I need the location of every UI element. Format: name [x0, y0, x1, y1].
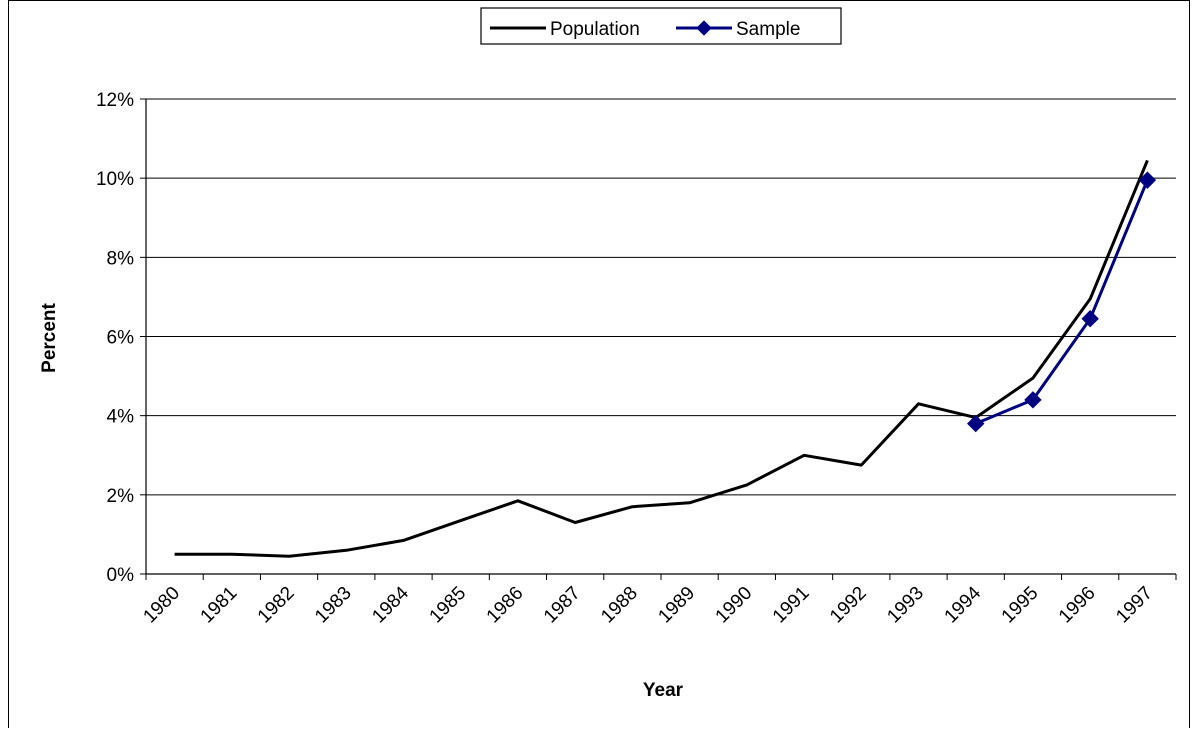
data-point-marker [967, 414, 985, 433]
x-axis-title: Year [643, 680, 684, 701]
x-tick-label: 1985 [426, 583, 471, 628]
x-tick-label: 1987 [540, 583, 585, 628]
legend-marker [696, 20, 712, 36]
x-tick-label: 1991 [769, 583, 814, 628]
chart-frame [8, 0, 1190, 728]
legend-label: Population [550, 19, 640, 40]
x-tick-label: 1980 [139, 583, 184, 628]
x-tick-label: 1983 [311, 583, 356, 628]
y-tick-label: 10% [96, 169, 134, 190]
y-tick-label: 8% [107, 248, 135, 269]
x-tick-label: 1994 [941, 582, 986, 627]
x-tick-label: 1989 [654, 583, 699, 628]
x-tick-label: 1988 [597, 583, 642, 628]
x-tick-label: 1981 [197, 583, 242, 628]
x-tick-label: 1997 [1112, 583, 1157, 628]
series-sample [967, 171, 1157, 433]
legend-label: Sample [736, 19, 800, 40]
series-line-population [174, 159, 1149, 558]
data-point-marker [1081, 309, 1099, 328]
tick-labels: 0% 2% 4% 6% 8% 10% 12% 1980 1981 1982 1983 1984 1985… [96, 90, 1157, 627]
x-tick-label: 1993 [883, 583, 928, 628]
x-tick-label: 1986 [483, 583, 528, 628]
legend-item-population: Population [490, 19, 640, 40]
grid-lines [146, 98, 1176, 496]
data-point-marker [1138, 171, 1157, 189]
data-point-marker [1024, 391, 1042, 409]
x-tick-label: 1995 [998, 583, 1043, 628]
y-tick-label: 6% [107, 328, 135, 349]
y-tick-label: 2% [107, 486, 135, 507]
x-tick-label: 1996 [1055, 583, 1100, 628]
y-tick-label: 0% [107, 565, 135, 586]
x-tick-label: 1992 [826, 583, 871, 628]
x-tick-label: 1990 [712, 583, 757, 628]
series-population [174, 159, 1149, 558]
x-tick-label: 1984 [368, 582, 413, 627]
axes [140, 98, 1177, 580]
series-line-sample [975, 179, 1149, 425]
series-layer [174, 159, 1157, 558]
y-axis-title: Percent [39, 302, 60, 372]
legend-box [480, 7, 842, 45]
y-tick-label: 12% [96, 90, 134, 111]
legend: Population Sample [480, 7, 842, 45]
y-tick-label: 4% [107, 407, 135, 428]
x-tick-label: 1982 [254, 583, 299, 628]
legend-item-sample: Sample [676, 19, 800, 40]
